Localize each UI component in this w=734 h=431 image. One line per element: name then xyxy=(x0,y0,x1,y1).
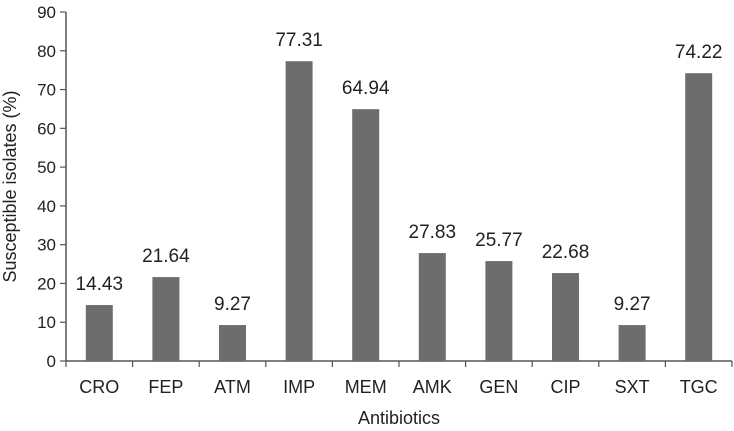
x-tick-label: FEP xyxy=(148,377,183,397)
data-label-amk: 27.83 xyxy=(409,222,457,243)
bar-cip xyxy=(552,273,579,361)
data-label-atm: 9.27 xyxy=(214,294,251,315)
y-tick-label: 30 xyxy=(37,236,56,255)
y-tick-label: 10 xyxy=(37,313,56,332)
bar-amk xyxy=(418,253,446,361)
y-tick-label: 60 xyxy=(37,119,56,138)
y-axis-title: Susceptible isolates (%) xyxy=(0,90,20,282)
y-tick-label: 50 xyxy=(37,158,56,177)
x-tick-label: TGC xyxy=(680,377,718,397)
data-label-cip: 22.68 xyxy=(542,242,590,263)
data-label-fep: 21.64 xyxy=(142,246,190,267)
x-tick-label: AMK xyxy=(413,377,452,397)
y-tick-label: 0 xyxy=(47,352,56,371)
bar-gen xyxy=(485,261,513,361)
data-label-gen: 25.77 xyxy=(475,230,523,251)
x-tick-label: CRO xyxy=(79,377,119,397)
y-axis: 0 10 20 30 40 50 60 70 80 90 xyxy=(37,3,67,371)
y-tick-label: 80 xyxy=(37,42,56,61)
x-tick-label: CIP xyxy=(550,377,580,397)
data-labels: 14.43 21.64 9.27 77.31 64.94 27.83 25.77 22.68 9… xyxy=(76,30,723,315)
data-label-mem: 64.94 xyxy=(342,78,390,99)
data-label-tgc: 74.22 xyxy=(675,42,723,63)
bar-fep xyxy=(152,277,180,361)
x-tick-label: MEM xyxy=(345,377,387,397)
data-label-cro: 14.43 xyxy=(76,274,124,295)
x-tick-label: ATM xyxy=(214,377,251,397)
data-label-sxt: 9.27 xyxy=(614,294,651,315)
bar-tgc xyxy=(685,73,713,361)
y-tick-label: 20 xyxy=(37,274,56,293)
x-tick-label: SXT xyxy=(615,377,650,397)
x-tick-label: GEN xyxy=(479,377,518,397)
data-label-imp: 77.31 xyxy=(275,30,323,51)
y-tick-label: 90 xyxy=(37,3,56,22)
x-axis-title: Antibiotics xyxy=(358,408,440,428)
bar-imp xyxy=(285,61,313,362)
x-axis: CRO FEP ATM IMP MEM AMK GEN CIP SXT TGC xyxy=(65,360,733,397)
x-tick-label: IMP xyxy=(283,377,315,397)
bar-sxt xyxy=(618,325,646,361)
bar-atm xyxy=(219,325,246,361)
bar-cro xyxy=(85,305,113,361)
bar-mem xyxy=(352,109,380,361)
y-tick-label: 70 xyxy=(37,81,56,100)
y-tick-label: 40 xyxy=(37,197,56,216)
bars xyxy=(85,61,713,362)
